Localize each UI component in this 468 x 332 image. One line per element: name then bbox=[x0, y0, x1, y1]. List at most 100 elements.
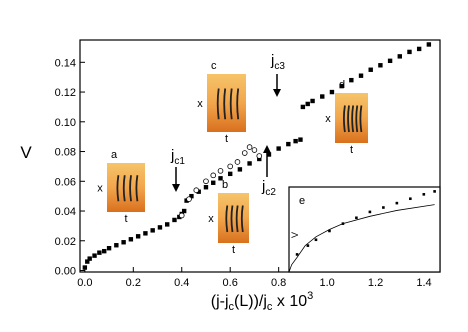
square-point bbox=[237, 167, 243, 172]
square-point bbox=[87, 256, 92, 261]
y-tick-label: 0.06 bbox=[55, 176, 76, 188]
y-tick-label: 0.08 bbox=[55, 147, 76, 159]
x-tick-label: 0.8 bbox=[271, 277, 286, 289]
square-point bbox=[368, 210, 372, 214]
open-point bbox=[256, 153, 263, 159]
annotation-sub: c3 bbox=[274, 61, 285, 72]
square-point bbox=[328, 229, 331, 233]
square-point bbox=[150, 228, 155, 233]
panel-label: a bbox=[111, 149, 118, 161]
square-point bbox=[247, 161, 252, 166]
panel-stripe bbox=[347, 105, 350, 133]
panel-y-label: x bbox=[197, 98, 203, 110]
panel-stripe bbox=[240, 205, 244, 233]
square-point bbox=[218, 176, 223, 181]
panel-y-label: x bbox=[97, 183, 103, 195]
square-point bbox=[177, 214, 182, 220]
panel-x-label: t bbox=[350, 144, 353, 156]
square-point bbox=[172, 217, 177, 223]
square-point bbox=[416, 46, 422, 52]
open-point bbox=[246, 144, 253, 150]
square-point bbox=[276, 146, 281, 151]
panel-image bbox=[107, 163, 145, 212]
x-axis-label: (j-jc(L))/jc x 103 bbox=[211, 290, 313, 313]
panel-image bbox=[207, 74, 246, 132]
square-point bbox=[422, 193, 426, 196]
square-point bbox=[266, 152, 272, 157]
square-point bbox=[184, 198, 189, 203]
x-tick-label: 1.0 bbox=[319, 277, 334, 289]
panel-image bbox=[218, 193, 249, 243]
square-point bbox=[157, 225, 163, 230]
square-point bbox=[314, 238, 318, 242]
panel-stripe bbox=[351, 105, 355, 133]
square-point bbox=[368, 67, 373, 72]
square-point bbox=[92, 253, 97, 258]
panel-label: b bbox=[222, 179, 228, 191]
x-label-part: x 10 bbox=[272, 293, 307, 310]
square-point bbox=[409, 197, 412, 201]
panel-stripe bbox=[122, 175, 126, 202]
panel-x-label: t bbox=[232, 244, 235, 256]
square-point bbox=[310, 98, 315, 104]
x-label-sup: 3 bbox=[307, 290, 313, 302]
annotation-sub: c2 bbox=[265, 187, 276, 198]
panel-label: d bbox=[339, 79, 345, 91]
open-point bbox=[203, 178, 209, 185]
square-point bbox=[211, 180, 216, 185]
open-point bbox=[217, 168, 224, 174]
inset-label: e bbox=[299, 195, 305, 207]
y-tick-label: 0.10 bbox=[55, 117, 76, 129]
panel-stripe bbox=[235, 205, 239, 233]
y-tick-label: 0.14 bbox=[55, 57, 76, 69]
panel-stripe bbox=[359, 105, 363, 133]
x-tick-label: 0.4 bbox=[174, 277, 189, 289]
open-point bbox=[251, 147, 258, 153]
x-label-sub: c bbox=[229, 301, 235, 313]
square-point bbox=[102, 248, 107, 254]
panel-x-label: t bbox=[225, 133, 228, 145]
y-tick-label: 0.12 bbox=[55, 87, 76, 99]
square-point bbox=[128, 237, 134, 242]
square-point bbox=[82, 265, 88, 270]
panel-stripe bbox=[343, 105, 346, 133]
square-point bbox=[339, 83, 344, 89]
square-point bbox=[286, 141, 291, 147]
square-point bbox=[97, 250, 102, 255]
panel-stripe bbox=[216, 88, 220, 120]
plot-frame bbox=[288, 186, 441, 273]
x-label-sub: c bbox=[267, 301, 273, 313]
square-point bbox=[106, 246, 112, 251]
square-point bbox=[305, 101, 310, 107]
square-point bbox=[306, 244, 310, 247]
square-point bbox=[397, 54, 402, 59]
square-point bbox=[293, 138, 298, 144]
annotation-sub: c1 bbox=[174, 156, 185, 167]
square-point bbox=[181, 208, 187, 214]
panel-label: c bbox=[211, 60, 217, 72]
square-point bbox=[189, 193, 194, 199]
square-point bbox=[196, 189, 201, 194]
x-tick-label: 0.6 bbox=[223, 277, 238, 289]
arrow-head bbox=[172, 184, 180, 192]
square-point bbox=[85, 259, 90, 264]
open-point bbox=[241, 150, 248, 156]
open-point bbox=[234, 159, 241, 165]
square-point bbox=[300, 104, 306, 110]
panel-stripe bbox=[229, 88, 233, 120]
y-axis-label: V bbox=[20, 143, 32, 162]
square-point bbox=[426, 42, 432, 47]
arrow-head bbox=[273, 89, 281, 97]
square-point bbox=[121, 240, 126, 245]
panel-x-label: t bbox=[124, 213, 127, 225]
panel-y-label: x bbox=[325, 113, 331, 125]
square-point bbox=[433, 190, 436, 193]
panel-stripe bbox=[236, 88, 240, 120]
panel-stripe bbox=[116, 175, 120, 202]
fit-line bbox=[288, 204, 435, 273]
x-label-part: (j-j bbox=[211, 293, 229, 310]
square-point bbox=[203, 185, 209, 190]
panel-stripe bbox=[230, 205, 234, 233]
annotation: jc1 bbox=[170, 147, 185, 167]
open-point bbox=[193, 187, 200, 194]
